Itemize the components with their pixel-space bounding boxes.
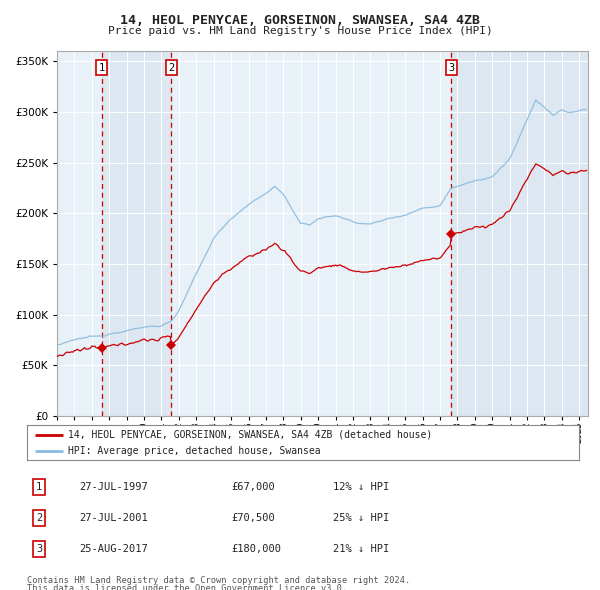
Text: 1: 1 xyxy=(98,63,105,73)
Text: 12% ↓ HPI: 12% ↓ HPI xyxy=(334,482,389,491)
Text: 3: 3 xyxy=(36,544,42,553)
Bar xyxy=(451,51,588,416)
Text: 27-JUL-1997: 27-JUL-1997 xyxy=(79,482,148,491)
Text: 21% ↓ HPI: 21% ↓ HPI xyxy=(334,544,389,553)
Text: 25% ↓ HPI: 25% ↓ HPI xyxy=(334,513,389,523)
Text: 2: 2 xyxy=(36,513,42,523)
Text: £180,000: £180,000 xyxy=(231,544,281,553)
Text: 25-AUG-2017: 25-AUG-2017 xyxy=(79,544,148,553)
Text: 3: 3 xyxy=(448,63,454,73)
Text: 14, HEOL PENYCAE, GORSEINON, SWANSEA, SA4 4ZB (detached house): 14, HEOL PENYCAE, GORSEINON, SWANSEA, SA… xyxy=(68,430,433,440)
Bar xyxy=(102,51,172,416)
Text: £70,500: £70,500 xyxy=(231,513,275,523)
Text: 1: 1 xyxy=(36,482,42,491)
Text: This data is licensed under the Open Government Licence v3.0.: This data is licensed under the Open Gov… xyxy=(27,584,347,590)
Text: 2: 2 xyxy=(168,63,175,73)
Text: 27-JUL-2001: 27-JUL-2001 xyxy=(79,513,148,523)
Text: Contains HM Land Registry data © Crown copyright and database right 2024.: Contains HM Land Registry data © Crown c… xyxy=(27,576,410,585)
Text: HPI: Average price, detached house, Swansea: HPI: Average price, detached house, Swan… xyxy=(68,446,321,456)
Text: £67,000: £67,000 xyxy=(231,482,275,491)
Text: Price paid vs. HM Land Registry's House Price Index (HPI): Price paid vs. HM Land Registry's House … xyxy=(107,26,493,35)
Text: 14, HEOL PENYCAE, GORSEINON, SWANSEA, SA4 4ZB: 14, HEOL PENYCAE, GORSEINON, SWANSEA, SA… xyxy=(120,14,480,27)
